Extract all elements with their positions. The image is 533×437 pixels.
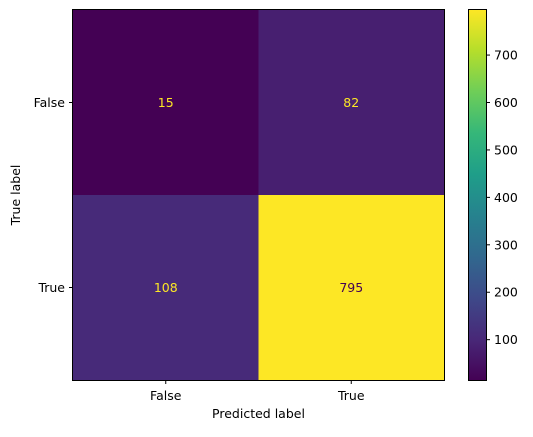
colorbar-tick-label: 400 bbox=[494, 190, 518, 205]
colorbar bbox=[468, 9, 487, 381]
colorbar-tick-label: 100 bbox=[494, 332, 518, 347]
y-tick-label: True bbox=[37, 280, 65, 295]
x-axis-ticks: False True bbox=[150, 380, 365, 403]
colorbar-ticks: 100 200 300 400 500 600 700 bbox=[486, 48, 518, 347]
colorbar-tick-label: 600 bbox=[494, 95, 518, 110]
heatmap-cell bbox=[258, 195, 445, 381]
x-axis-label: Predicted label bbox=[212, 406, 305, 421]
cell-value-label: 108 bbox=[154, 280, 178, 295]
colorbar-tick-label: 500 bbox=[494, 142, 518, 157]
heatmap-cell bbox=[258, 10, 445, 196]
cell-value-label: 795 bbox=[339, 280, 363, 295]
heatmap-cells bbox=[73, 10, 445, 381]
heatmap-cell bbox=[73, 195, 259, 381]
y-axis-label: True label bbox=[8, 165, 23, 227]
cell-value-label: 82 bbox=[343, 95, 359, 110]
plot-frame bbox=[72, 9, 445, 381]
x-tick-label: True bbox=[337, 388, 365, 403]
heatmap-cell bbox=[73, 10, 259, 196]
colorbar-tick-label: 300 bbox=[494, 237, 518, 252]
cell-value-label: 15 bbox=[158, 95, 174, 110]
x-tick-label: False bbox=[150, 388, 182, 403]
colorbar-tick-label: 200 bbox=[494, 285, 518, 300]
heatmap-cell-labels: 15 82 108 795 bbox=[154, 95, 363, 295]
colorbar-tick-label: 700 bbox=[494, 48, 518, 63]
y-tick-label: False bbox=[34, 95, 66, 110]
y-axis-ticks: False True bbox=[34, 95, 73, 295]
